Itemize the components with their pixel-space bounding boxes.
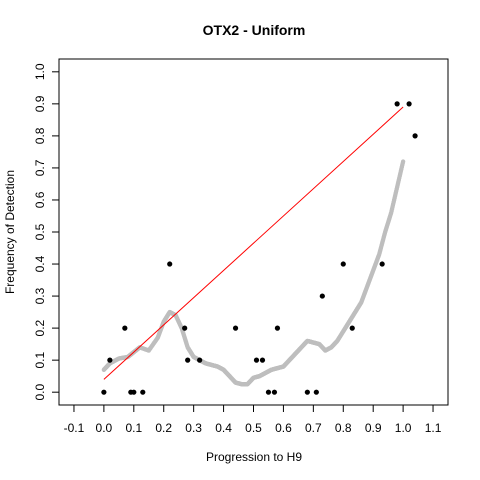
data-point bbox=[379, 261, 385, 267]
y-axis: 0.0 0.1 0.2 0.3 0.4 0.5 0.6 0.7 0.8 0.9 1.0 bbox=[33, 63, 59, 401]
data-point bbox=[274, 325, 281, 331]
data-point bbox=[319, 293, 325, 299]
data-point bbox=[349, 325, 355, 331]
data-point bbox=[122, 325, 128, 331]
x-tick-label: 0.7 bbox=[305, 421, 322, 435]
y-tick-label: 0.0 bbox=[33, 384, 47, 401]
data-point bbox=[265, 389, 272, 395]
data-point bbox=[131, 389, 137, 395]
data-point bbox=[340, 261, 346, 267]
x-tick-label: 0.6 bbox=[275, 421, 292, 435]
y-tick-label: 0.8 bbox=[33, 127, 47, 144]
x-tick-label: 0.1 bbox=[125, 421, 142, 435]
y-tick-label: 0.7 bbox=[33, 159, 47, 176]
plot-frame bbox=[58, 58, 449, 406]
x-tick-label: -0.1 bbox=[64, 421, 85, 435]
data-point bbox=[253, 357, 260, 363]
x-tick-label: 0.2 bbox=[155, 421, 172, 435]
fit-line bbox=[103, 106, 404, 380]
data-point bbox=[182, 325, 188, 331]
data-point bbox=[271, 389, 278, 395]
y-tick-label: 0.5 bbox=[33, 223, 47, 240]
x-tick-label: 0.9 bbox=[365, 421, 382, 435]
y-tick-label: 0.3 bbox=[33, 287, 47, 304]
y-axis-label: Frequency of Detection bbox=[3, 170, 17, 294]
x-tick-label: 0.5 bbox=[245, 421, 262, 435]
data-point bbox=[313, 389, 319, 395]
data-point bbox=[197, 357, 203, 363]
y-tick-label: 0.1 bbox=[33, 351, 47, 368]
chart-title: OTX2 - Uniform bbox=[203, 22, 306, 38]
y-tick-label: 0.6 bbox=[33, 191, 47, 208]
data-point bbox=[259, 357, 266, 363]
data-point bbox=[406, 101, 412, 107]
data-point bbox=[167, 261, 173, 267]
x-tick-label: 0.3 bbox=[185, 421, 202, 435]
data-point bbox=[140, 389, 146, 395]
data-point bbox=[304, 389, 310, 395]
data-points-series bbox=[101, 101, 418, 395]
y-tick-label: 0.2 bbox=[33, 319, 47, 336]
data-point bbox=[101, 389, 107, 395]
data-point bbox=[394, 101, 400, 107]
x-tick-label: 1.1 bbox=[425, 421, 442, 435]
y-tick-label: 1.0 bbox=[33, 63, 47, 80]
x-axis-label: Progression to H9 bbox=[206, 450, 302, 464]
data-point bbox=[185, 357, 191, 363]
smooth-point bbox=[400, 159, 406, 164]
x-axis: -0.1 0.0 0.1 0.2 0.3 0.4 0.5 0.6 0.7 0.8 0.9 1.0 1.1 bbox=[64, 405, 442, 435]
y-tick-label: 0.4 bbox=[33, 255, 47, 272]
x-tick-label: 0.4 bbox=[215, 421, 232, 435]
smooth-points-series bbox=[101, 159, 406, 387]
y-tick-label: 0.9 bbox=[33, 95, 47, 112]
x-tick-label: 0.0 bbox=[96, 421, 113, 435]
data-point bbox=[107, 357, 113, 363]
data-point bbox=[232, 325, 239, 331]
x-tick-label: 1.0 bbox=[395, 421, 412, 435]
data-point bbox=[412, 133, 418, 139]
fit-line-series bbox=[103, 106, 404, 380]
x-tick-label: 0.8 bbox=[335, 421, 352, 435]
